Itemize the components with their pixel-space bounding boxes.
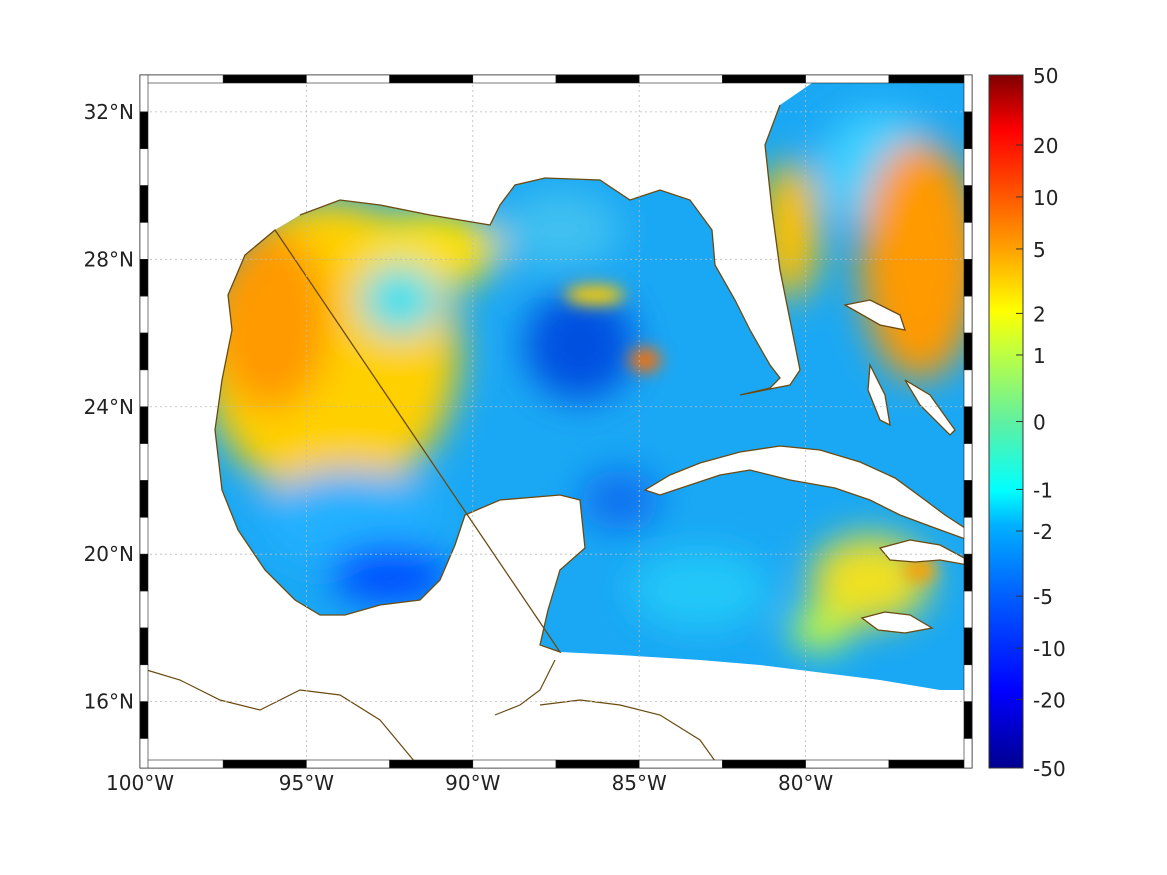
bahamas — [843, 299, 956, 436]
islands — [643, 299, 969, 634]
colorbar-label: 10 — [1033, 186, 1058, 210]
lat-tick-label: 24°N — [84, 395, 134, 419]
map-frame — [139, 74, 973, 769]
latitude-labels: 32°N 28°N 24°N 20°N 16°N — [84, 100, 134, 714]
colorbar-label: 1 — [1033, 344, 1046, 368]
colorbar-label: -2 — [1033, 520, 1053, 544]
lat-tick-label: 28°N — [84, 247, 134, 271]
colorbar-label: -5 — [1033, 585, 1053, 609]
central-america-coast — [139, 659, 721, 769]
colorbar-label: -50 — [1033, 757, 1066, 781]
colorbar-label: 5 — [1033, 238, 1046, 262]
colorbar-label: -20 — [1033, 688, 1066, 712]
lon-tick-label: 90°W — [445, 771, 500, 795]
lat-tick-label: 32°N — [84, 100, 134, 124]
colorbar-label: 0 — [1033, 411, 1046, 435]
colorbar-label: 50 — [1033, 64, 1058, 88]
lon-tick-label: 100°W — [106, 771, 174, 795]
lon-tick-label: 85°W — [612, 771, 667, 795]
lat-tick-label: 16°N — [84, 690, 134, 714]
colorbar-label: -10 — [1033, 637, 1066, 661]
graticule — [139, 75, 972, 768]
colorbar-label: 2 — [1033, 302, 1046, 326]
colorbar-label: 20 — [1033, 134, 1058, 158]
lon-tick-label: 80°W — [778, 771, 833, 795]
longitude-labels: 100°W 95°W 90°W 85°W 80°W — [106, 771, 833, 795]
colorbar-label: -1 — [1033, 478, 1053, 502]
coastline — [214, 104, 801, 654]
jamaica — [860, 611, 934, 634]
lat-tick-label: 20°N — [84, 542, 134, 566]
lon-tick-label: 95°W — [279, 771, 334, 795]
